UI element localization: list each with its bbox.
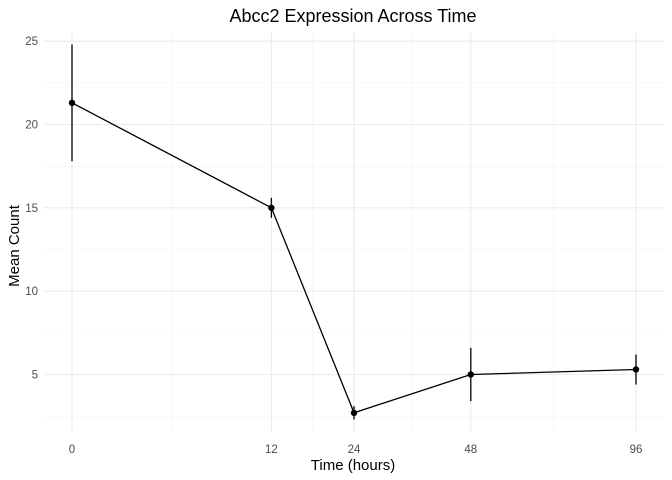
y-axis-title: Mean Count <box>6 204 23 287</box>
data-point <box>467 371 475 378</box>
y-tick-labels: 5 10 15 20 25 <box>25 36 38 381</box>
y-tick-label: 10 <box>25 286 38 298</box>
chart-title: Abcc2 Expression Across Time <box>229 6 476 26</box>
x-tick-label: 96 <box>630 444 643 456</box>
data-point <box>68 99 76 107</box>
x-tick-label: 12 <box>265 444 278 456</box>
y-tick-label: 25 <box>25 36 38 48</box>
data-point <box>350 409 358 417</box>
y-tick-label: 20 <box>25 120 38 132</box>
x-tick-labels: 0 12 24 48 96 <box>69 444 643 456</box>
x-tick-label: 48 <box>464 444 477 456</box>
data-points <box>68 99 640 417</box>
y-tick-label: 5 <box>32 370 38 382</box>
x-tick-label: 24 <box>348 444 361 456</box>
x-tick-label: 0 <box>69 444 75 456</box>
y-tick-label: 15 <box>25 203 38 215</box>
x-axis-title: Time (hours) <box>311 457 395 474</box>
data-point <box>268 204 275 212</box>
grid <box>44 32 664 432</box>
data-point <box>632 366 640 373</box>
